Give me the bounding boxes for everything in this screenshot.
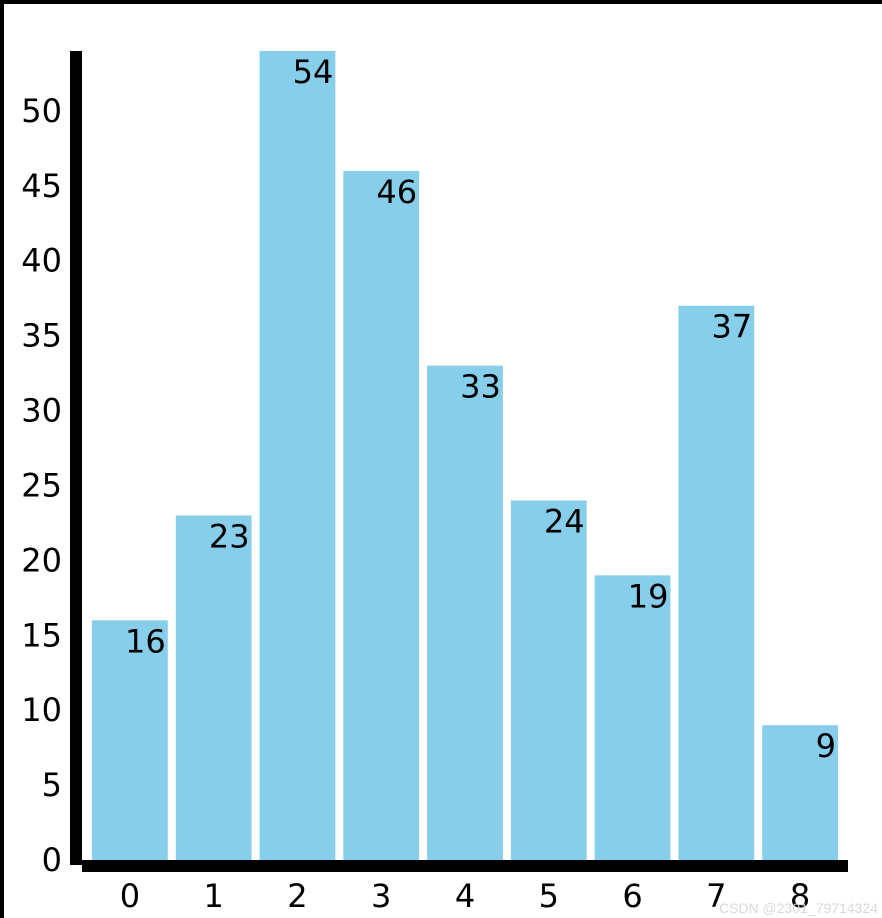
bar (762, 725, 838, 860)
y-tick-label: 10 (21, 691, 62, 729)
y-tick-label: 0 (42, 841, 62, 879)
y-axis-line (70, 51, 82, 865)
y-tick-label: 15 (21, 616, 62, 654)
x-tick-label: 7 (706, 877, 726, 915)
x-tick-label: 6 (622, 877, 642, 915)
bar-value-label: 33 (460, 368, 501, 406)
bar (510, 500, 587, 860)
y-tick-label: 5 (42, 766, 62, 804)
x-tick-label: 3 (371, 877, 391, 915)
bar-value-label: 19 (628, 577, 669, 615)
bar-value-label: 24 (544, 502, 585, 540)
x-tick-label: 8 (790, 877, 810, 915)
x-tick-label: 1 (203, 877, 223, 915)
bar (92, 620, 168, 860)
bar (175, 515, 252, 860)
bar-value-label: 54 (293, 53, 334, 91)
bar (594, 575, 671, 860)
bar-value-label: 46 (376, 173, 417, 211)
bar-value-label: 37 (712, 308, 753, 346)
y-tick-label: 40 (21, 242, 62, 280)
bar (427, 365, 503, 860)
watermark-text: CSDN @2301_79714324 (719, 900, 878, 916)
y-tick-label: 30 (21, 392, 62, 430)
x-tick-label: 5 (539, 877, 559, 915)
y-tick-label: 20 (21, 541, 62, 579)
bar-value-label: 16 (125, 622, 166, 660)
y-tick-label: 25 (21, 466, 62, 504)
bar (259, 51, 336, 860)
x-tick-label: 0 (120, 877, 140, 915)
x-axis-line (82, 860, 848, 872)
bar (678, 305, 755, 860)
bar (343, 170, 420, 860)
y-tick-label: 45 (21, 167, 62, 205)
x-tick-label: 4 (455, 877, 475, 915)
bar-value-label: 9 (816, 727, 836, 765)
y-tick-label: 50 (21, 92, 62, 130)
x-tick-label: 2 (287, 877, 307, 915)
y-tick-label: 35 (21, 317, 62, 355)
bar-value-label: 23 (209, 517, 250, 555)
